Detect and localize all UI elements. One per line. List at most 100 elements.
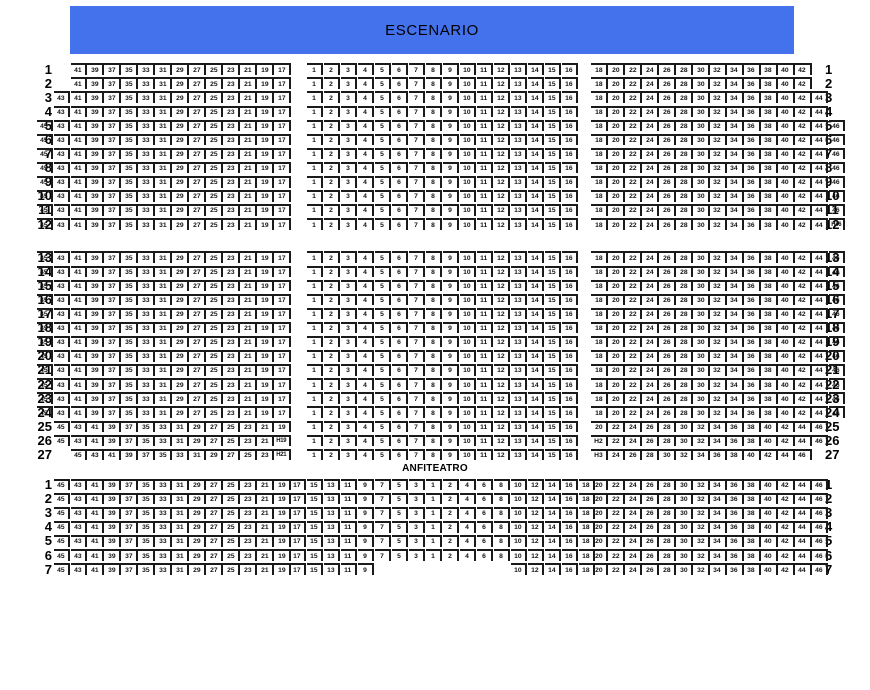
seat[interactable]: 26 xyxy=(642,434,659,447)
seat[interactable]: 33 xyxy=(172,448,189,461)
seat[interactable]: 40 xyxy=(761,535,778,547)
seat[interactable]: 12 xyxy=(527,549,545,561)
seat[interactable]: 3 xyxy=(340,119,358,132)
seat[interactable]: 27 xyxy=(189,133,206,146)
seat[interactable]: 36 xyxy=(744,364,761,376)
seat[interactable]: 26 xyxy=(659,321,676,334)
seat[interactable]: 34 xyxy=(693,448,710,461)
seat[interactable]: 45 xyxy=(53,549,70,561)
seat[interactable]: 26 xyxy=(642,563,659,575)
seat[interactable]: 7 xyxy=(408,161,426,174)
seat[interactable]: 46 xyxy=(829,119,846,132)
seat[interactable]: 29 xyxy=(172,105,189,118)
seat[interactable]: 28 xyxy=(676,218,693,230)
seat[interactable]: 41 xyxy=(87,563,104,575)
seat[interactable]: 16 xyxy=(561,448,579,461)
seat[interactable]: 18 xyxy=(591,392,608,404)
seat[interactable]: 33 xyxy=(138,133,155,146)
seat[interactable]: 44 xyxy=(795,492,812,505)
seat[interactable]: 14 xyxy=(527,133,545,146)
seat[interactable]: 9 xyxy=(442,321,460,334)
seat[interactable]: 43 xyxy=(53,161,70,174)
seat[interactable]: 16 xyxy=(561,364,579,376)
seat[interactable]: 14 xyxy=(544,478,562,491)
seat[interactable]: 25 xyxy=(206,105,223,118)
seat[interactable]: 23 xyxy=(240,478,257,491)
seat[interactable]: 1 xyxy=(306,420,324,433)
seat[interactable]: 38 xyxy=(744,535,761,547)
seat[interactable]: 3 xyxy=(340,176,358,188)
seat[interactable]: 38 xyxy=(761,204,778,216)
seat[interactable]: 16 xyxy=(561,507,579,519)
seat[interactable]: 12 xyxy=(493,265,511,278)
seat[interactable]: 12 xyxy=(493,105,511,118)
seat[interactable]: 15 xyxy=(544,77,562,89)
seat[interactable]: 44 xyxy=(812,321,829,334)
seat[interactable]: 41 xyxy=(87,434,104,447)
seat[interactable]: 32 xyxy=(710,218,727,230)
seat[interactable]: 27 xyxy=(189,251,206,263)
seat[interactable]: 14 xyxy=(544,563,562,575)
seat[interactable]: 10 xyxy=(459,307,477,320)
seat[interactable]: 32 xyxy=(676,448,693,461)
seat[interactable]: 30 xyxy=(693,204,710,216)
seat[interactable]: 36 xyxy=(727,507,744,519)
seat[interactable]: 43 xyxy=(53,105,70,118)
seat[interactable]: 15 xyxy=(544,63,562,75)
seat[interactable]: 25 xyxy=(206,335,223,348)
seat[interactable]: 5 xyxy=(374,279,392,292)
seat[interactable]: 15 xyxy=(544,176,562,188)
seat[interactable]: 41 xyxy=(70,392,87,404)
seat[interactable]: 36 xyxy=(744,119,761,132)
seat[interactable]: 18 xyxy=(591,77,608,89)
seat[interactable]: 43 xyxy=(53,378,70,390)
seat[interactable]: 3 xyxy=(340,161,358,174)
seat[interactable]: 25 xyxy=(206,77,223,89)
seat[interactable]: 2 xyxy=(323,218,341,230)
seat[interactable]: 45 xyxy=(36,147,53,160)
seat[interactable]: 6 xyxy=(391,119,409,132)
seat[interactable]: 12 xyxy=(493,63,511,75)
seat[interactable]: 42 xyxy=(795,321,812,334)
seat[interactable]: 31 xyxy=(172,535,189,547)
seat[interactable]: 23 xyxy=(240,521,257,533)
seat[interactable]: 40 xyxy=(778,279,795,292)
seat[interactable]: 19 xyxy=(257,176,274,188)
seat[interactable]: 5 xyxy=(374,434,392,447)
seat[interactable]: 12 xyxy=(527,507,545,519)
seat[interactable]: 2 xyxy=(323,77,341,89)
seat[interactable]: 41 xyxy=(70,77,87,89)
seat[interactable]: 41 xyxy=(70,378,87,390)
seat[interactable]: 18 xyxy=(591,265,608,278)
seat[interactable]: 29 xyxy=(172,133,189,146)
seat[interactable]: 39 xyxy=(87,176,104,188)
seat[interactable]: 44 xyxy=(812,91,829,103)
seat[interactable]: 43 xyxy=(53,119,70,132)
seat[interactable]: 15 xyxy=(544,448,562,461)
seat[interactable]: 28 xyxy=(676,406,693,418)
seat[interactable]: 39 xyxy=(87,406,104,418)
seat[interactable]: 25 xyxy=(206,378,223,390)
seat[interactable]: 6 xyxy=(476,535,494,547)
seat[interactable]: 24 xyxy=(642,406,659,418)
seat[interactable]: 24 xyxy=(642,119,659,132)
seat[interactable]: 24 xyxy=(642,265,659,278)
seat[interactable]: 46 xyxy=(812,563,829,575)
seat[interactable]: 19 xyxy=(274,535,291,547)
seat[interactable]: 42 xyxy=(795,406,812,418)
seat[interactable]: 30 xyxy=(693,176,710,188)
seat[interactable]: 21 xyxy=(240,321,257,334)
seat[interactable]: 34 xyxy=(727,190,744,202)
seat[interactable]: 34 xyxy=(710,434,727,447)
seat[interactable]: 28 xyxy=(642,448,659,461)
seat[interactable]: 32 xyxy=(693,507,710,519)
seat[interactable]: 24 xyxy=(625,420,642,433)
seat[interactable]: 46 xyxy=(829,378,846,390)
seat[interactable]: 6 xyxy=(391,251,409,263)
seat[interactable]: 18 xyxy=(591,91,608,103)
seat[interactable]: 38 xyxy=(761,251,778,263)
seat[interactable]: 43 xyxy=(70,507,87,519)
seat[interactable]: 25 xyxy=(206,364,223,376)
seat[interactable]: 8 xyxy=(425,119,443,132)
seat[interactable]: 4 xyxy=(357,119,375,132)
